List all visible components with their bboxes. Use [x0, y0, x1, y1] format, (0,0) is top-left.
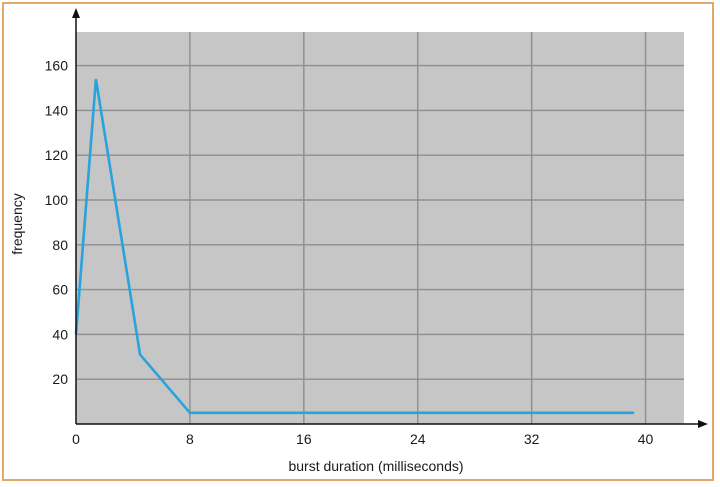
- grid-lines: [76, 32, 684, 424]
- y-tick-label: 120: [45, 147, 69, 163]
- y-axis-arrowhead: [72, 8, 80, 18]
- y-tick-label: 20: [52, 371, 68, 387]
- x-tick-label: 32: [524, 431, 540, 447]
- y-tick-label: 80: [52, 237, 68, 253]
- axes: [72, 8, 708, 428]
- x-tick-labels: 0 8 16 24 32 40: [72, 431, 653, 447]
- y-tick-label: 60: [52, 282, 68, 298]
- y-tick-label: 40: [52, 326, 68, 342]
- series-layer: [74, 78, 635, 415]
- y-tick-label: 160: [45, 58, 69, 74]
- x-tick-label: 16: [296, 431, 312, 447]
- y-tick-label: 100: [45, 192, 69, 208]
- y-tick-label: 140: [45, 102, 69, 118]
- x-axis-label: burst duration (milliseconds): [288, 458, 463, 474]
- x-tick-label: 40: [638, 431, 654, 447]
- x-tick-label: 24: [410, 431, 426, 447]
- y-tick-labels: 20 40 60 80 100 120 140 160: [45, 58, 69, 388]
- x-axis-arrowhead: [698, 420, 708, 428]
- plot-area: [76, 32, 684, 424]
- x-tick-label: 0: [72, 431, 80, 447]
- y-axis-label: frequency: [9, 193, 25, 254]
- x-tick-label: 8: [186, 431, 194, 447]
